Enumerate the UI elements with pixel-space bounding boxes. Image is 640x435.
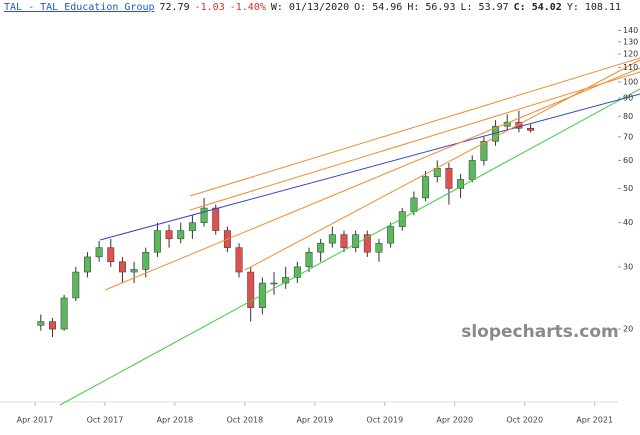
candle-body bbox=[247, 271, 255, 308]
candle-body bbox=[328, 234, 336, 244]
y-tick-label: 30 bbox=[623, 262, 633, 271]
y-tick-label: 110 bbox=[623, 63, 638, 72]
candle-body bbox=[317, 242, 325, 253]
x-tick-label: Apr 2020 bbox=[436, 416, 473, 425]
candle-body bbox=[515, 121, 523, 129]
candle-body bbox=[60, 297, 68, 330]
year-high: Y: 108.11 bbox=[566, 2, 622, 13]
y-tick-label: 120 bbox=[623, 50, 638, 59]
candle-body bbox=[212, 207, 220, 231]
candle-body bbox=[527, 128, 535, 131]
candle-body bbox=[340, 234, 348, 248]
candle-body bbox=[177, 230, 185, 240]
close: C: 54.02 bbox=[513, 2, 562, 13]
high: H: 56.93 bbox=[407, 2, 456, 13]
candle-body bbox=[375, 242, 383, 253]
x-tick-label: Oct 2019 bbox=[366, 416, 403, 425]
candle-body bbox=[188, 222, 196, 231]
candle-body bbox=[72, 271, 80, 299]
candle-body bbox=[410, 197, 418, 212]
candle-body bbox=[457, 179, 465, 189]
candle-body bbox=[107, 247, 115, 263]
trend-lines bbox=[59, 57, 640, 406]
trend-line bbox=[189, 57, 640, 197]
trend-line bbox=[244, 59, 640, 271]
open: O: 54.96 bbox=[354, 2, 403, 13]
x-tick-label: Apr 2019 bbox=[296, 416, 333, 425]
y-tick-label: 60 bbox=[623, 156, 633, 165]
candle-body bbox=[37, 321, 45, 326]
change: -1.03 bbox=[194, 2, 225, 13]
candles bbox=[37, 110, 535, 337]
candle-body bbox=[83, 256, 91, 273]
y-tick-label: 40 bbox=[623, 218, 633, 227]
change-pct: -1.40% bbox=[229, 2, 266, 13]
candle-body bbox=[142, 251, 150, 270]
y-tick-label: 20 bbox=[623, 325, 633, 334]
candle-body bbox=[480, 140, 488, 161]
x-tick-label: Oct 2020 bbox=[506, 416, 543, 425]
x-tick-label: Apr 2017 bbox=[17, 416, 54, 425]
trend-line bbox=[59, 88, 640, 406]
candle-body bbox=[153, 230, 161, 253]
low: L: 53.97 bbox=[460, 2, 509, 13]
candle-body bbox=[200, 207, 208, 223]
last-price: 72.79 bbox=[159, 2, 190, 13]
candle-body bbox=[387, 226, 395, 244]
ticker-link[interactable]: TAL - TAL Education Group bbox=[4, 2, 155, 13]
candle-body bbox=[445, 168, 453, 189]
candle-body bbox=[293, 266, 301, 278]
trend-line bbox=[104, 67, 640, 291]
candle-body bbox=[258, 282, 266, 308]
candle-body bbox=[352, 234, 360, 248]
candle-body bbox=[363, 234, 371, 253]
candle-body bbox=[468, 160, 476, 180]
candle-body bbox=[305, 251, 313, 268]
y-tick-label: 80 bbox=[623, 112, 633, 121]
y-tick-label: 50 bbox=[623, 184, 633, 193]
x-tick-label: Oct 2018 bbox=[227, 416, 264, 425]
candle-body bbox=[130, 269, 138, 273]
candle-body bbox=[270, 282, 278, 285]
y-tick-label: 100 bbox=[623, 78, 638, 87]
y-tick-label: 130 bbox=[623, 37, 638, 46]
x-tick-label: Oct 2017 bbox=[87, 416, 124, 425]
candle-body bbox=[118, 261, 126, 273]
candle-body bbox=[422, 176, 430, 199]
trend-line bbox=[99, 93, 640, 241]
x-tick-label: Apr 2021 bbox=[576, 416, 613, 425]
x-tick-label: Apr 2018 bbox=[157, 416, 194, 425]
trend-line bbox=[189, 71, 640, 211]
quote-header: TAL - TAL Education Group 72.79 -1.03 -1.40… bbox=[4, 2, 626, 13]
candle-body bbox=[165, 230, 173, 240]
candle-body bbox=[235, 247, 243, 273]
candle-body bbox=[433, 168, 441, 177]
y-tick-label: 70 bbox=[623, 132, 633, 141]
bar-date: W: 01/13/2020 bbox=[270, 2, 350, 13]
y-tick-label: 140 bbox=[623, 26, 638, 35]
watermark: slopecharts.com bbox=[461, 322, 619, 342]
candle-body bbox=[49, 321, 56, 330]
candle-body bbox=[95, 247, 103, 258]
y-tick-label: 90 bbox=[623, 94, 633, 103]
